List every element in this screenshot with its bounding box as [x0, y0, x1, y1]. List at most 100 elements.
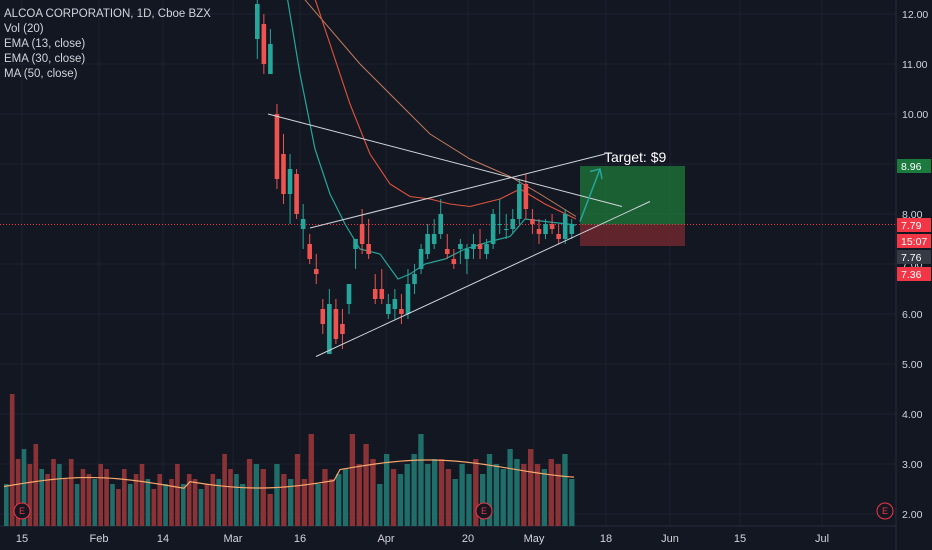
volume-bar [315, 484, 321, 526]
volume-bar [548, 459, 554, 526]
legend-ema30[interactable]: EMA (30, close) [4, 53, 86, 65]
volume-bar [281, 474, 287, 526]
volume-bar [228, 469, 233, 526]
candle-body [458, 244, 463, 249]
volume-bar [274, 464, 280, 526]
volume-bar [438, 459, 445, 526]
volume-bar [562, 454, 568, 526]
volume-bar [4, 484, 9, 526]
price-tag [897, 234, 931, 248]
volume-bar [569, 479, 575, 526]
volume-bar [390, 469, 397, 526]
volume-bar [145, 479, 151, 526]
volume-bar [493, 464, 500, 526]
candle-body [418, 249, 424, 269]
volume-bar [74, 484, 80, 526]
volume-bar [163, 484, 168, 526]
candle-body [471, 244, 476, 249]
stop-zone [580, 224, 685, 246]
volume-bar [104, 469, 109, 526]
volume-bar [411, 454, 417, 526]
candle-body [530, 219, 535, 224]
candle-body [405, 284, 411, 314]
volume-bar [349, 434, 356, 526]
volume-bar [181, 484, 186, 526]
candle-body [543, 224, 548, 234]
volume-bar [253, 464, 260, 526]
volume-bar [139, 464, 145, 526]
candle-body [484, 244, 489, 254]
volume-ma-line [3, 459, 575, 489]
volume-bar [521, 464, 527, 526]
volume-bar [432, 459, 438, 526]
volume-bar [86, 474, 92, 526]
volume-bar [452, 479, 458, 526]
earnings-marker-label: E [19, 506, 25, 516]
volume-bar [459, 464, 465, 526]
x-tick-label: 15 [16, 533, 28, 545]
volume-bar [288, 479, 294, 526]
y-tick-label: 5.00 [902, 359, 923, 371]
candle-body [300, 219, 306, 229]
candle-body [425, 234, 430, 254]
volume-bar [342, 469, 349, 526]
volume-bar [151, 489, 157, 526]
candle-body [333, 309, 339, 339]
y-tick-label: 11.00 [902, 59, 928, 71]
candle-body [399, 309, 404, 314]
candle-body [379, 289, 385, 299]
price-tag [897, 267, 931, 281]
volume-bar [404, 464, 410, 526]
legend-ma50[interactable]: MA (50, close) [4, 68, 78, 80]
volume-bar [445, 469, 452, 526]
volume-bar [294, 454, 301, 526]
target-label: Target: $9 [604, 149, 666, 165]
volume-bar [377, 484, 383, 526]
volume-bar [63, 479, 68, 526]
volume-bar [246, 459, 253, 526]
x-tick-label: Apr [377, 533, 394, 545]
volume-bar [21, 449, 27, 526]
volume-bar [27, 464, 33, 526]
candle-body [281, 154, 286, 194]
x-tick-label: Jul [815, 533, 829, 545]
legend-ema13[interactable]: EMA (13, close) [4, 38, 86, 50]
volume-bar [384, 454, 390, 526]
candle-body [307, 244, 312, 259]
volume-bar [92, 479, 98, 526]
candle-body [477, 244, 483, 249]
upper-wedge-line [309, 153, 606, 229]
volume-bar [363, 444, 369, 526]
volume-bar [301, 479, 308, 526]
volume-bar [534, 464, 541, 526]
ema30-line [314, 0, 577, 220]
legend-vol[interactable]: Vol (20) [4, 23, 44, 35]
volume-bar [216, 479, 221, 526]
target-arrow-head [589, 168, 603, 180]
volume-bar [260, 469, 266, 526]
y-tick-label: 4.00 [902, 409, 923, 421]
candle-body [313, 269, 319, 274]
volume-bar [45, 474, 50, 526]
volume-bar [116, 489, 121, 526]
candle-body [503, 229, 509, 230]
x-tick-label: 20 [462, 533, 474, 545]
volume-bar [418, 434, 424, 526]
candle-body [327, 304, 332, 354]
volume-bar [80, 469, 86, 526]
candles [255, 0, 575, 354]
candle-body [340, 324, 345, 334]
candle-body [431, 234, 437, 244]
x-tick-label: 18 [600, 533, 612, 545]
price-tag-label: 8.96 [901, 161, 922, 173]
candle-body [346, 284, 352, 304]
volume-bar [157, 474, 162, 526]
candle-body [451, 259, 457, 264]
volume-bar [15, 459, 21, 526]
price-tag-label: 7.76 [901, 252, 922, 264]
volume-bar [9, 394, 15, 526]
volume-bar [397, 474, 404, 526]
volume-bar [500, 469, 506, 526]
